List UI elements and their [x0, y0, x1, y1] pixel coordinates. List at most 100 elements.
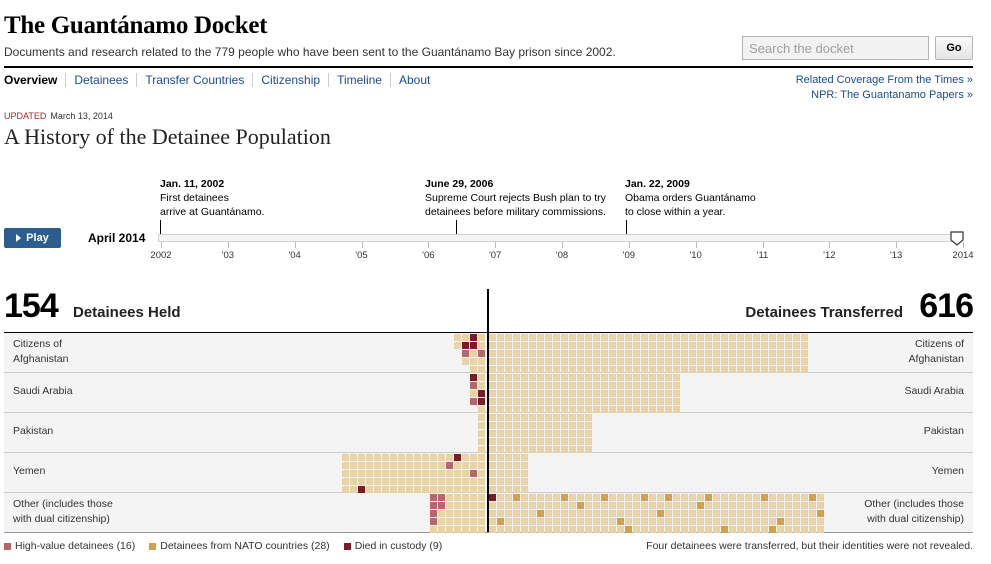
- detainee-cell[interactable]: [446, 470, 453, 477]
- detainee-cell[interactable]: [737, 358, 744, 365]
- detainee-cell[interactable]: [753, 350, 760, 357]
- detainee-cell[interactable]: [513, 446, 520, 453]
- detainee-cell[interactable]: [697, 334, 704, 341]
- detainee-cell[interactable]: [585, 502, 592, 509]
- nav-citizenship[interactable]: Citizenship: [252, 73, 328, 87]
- detainee-cell[interactable]: [430, 502, 437, 509]
- detainee-cell[interactable]: [505, 382, 512, 389]
- detainee-cell[interactable]: [801, 510, 808, 517]
- detainee-cell[interactable]: [430, 454, 437, 461]
- detainee-cell[interactable]: [713, 510, 720, 517]
- detainee-cell[interactable]: [657, 366, 664, 373]
- detainee-cell[interactable]: [673, 342, 680, 349]
- detainee-cell[interactable]: [665, 350, 672, 357]
- detainee-cell[interactable]: [625, 494, 632, 501]
- detainee-cell[interactable]: [537, 510, 544, 517]
- detainee-cell[interactable]: [505, 518, 512, 525]
- detainee-cell[interactable]: [649, 342, 656, 349]
- detainee-cell[interactable]: [521, 382, 528, 389]
- detainee-cell[interactable]: [382, 486, 389, 493]
- detainee-cell[interactable]: [673, 502, 680, 509]
- detainee-cell[interactable]: [745, 518, 752, 525]
- detainee-cell[interactable]: [521, 406, 528, 413]
- detainee-cell[interactable]: [478, 518, 485, 525]
- related-coverage-link[interactable]: Related Coverage From the Times »: [795, 74, 973, 86]
- detainee-cell[interactable]: [609, 406, 616, 413]
- detainee-cell[interactable]: [569, 382, 576, 389]
- detainee-cell[interactable]: [721, 334, 728, 341]
- detainee-cell[interactable]: [470, 470, 477, 477]
- detainee-cell[interactable]: [601, 398, 608, 405]
- detainee-cell[interactable]: [553, 502, 560, 509]
- detainee-cell[interactable]: [625, 518, 632, 525]
- detainee-cell[interactable]: [358, 454, 365, 461]
- detainee-cell[interactable]: [497, 342, 504, 349]
- detainee-cell[interactable]: [609, 502, 616, 509]
- detainee-cell[interactable]: [478, 510, 485, 517]
- detainee-cell[interactable]: [633, 398, 640, 405]
- detainee-cell[interactable]: [657, 510, 664, 517]
- detainee-cell[interactable]: [641, 382, 648, 389]
- detainee-cell[interactable]: [617, 398, 624, 405]
- detainee-cell[interactable]: [398, 462, 405, 469]
- detainee-cell[interactable]: [657, 382, 664, 389]
- detainee-cell[interactable]: [601, 382, 608, 389]
- detainee-cell[interactable]: [478, 398, 485, 405]
- detainee-cell[interactable]: [553, 526, 560, 533]
- detainee-cell[interactable]: [721, 510, 728, 517]
- detainee-cell[interactable]: [561, 398, 568, 405]
- detainee-cell[interactable]: [681, 518, 688, 525]
- detainee-cell[interactable]: [585, 494, 592, 501]
- detainee-cell[interactable]: [761, 366, 768, 373]
- detainee-cell[interactable]: [569, 334, 576, 341]
- detainee-cell[interactable]: [817, 510, 824, 517]
- detainee-cell[interactable]: [625, 390, 632, 397]
- detainee-cell[interactable]: [673, 374, 680, 381]
- detainee-cell[interactable]: [537, 398, 544, 405]
- detainee-cell[interactable]: [390, 486, 397, 493]
- detainee-cell[interactable]: [350, 478, 357, 485]
- detainee-cell[interactable]: [470, 502, 477, 509]
- detainee-cell[interactable]: [721, 366, 728, 373]
- detainee-cell[interactable]: [617, 366, 624, 373]
- detainee-cell[interactable]: [505, 510, 512, 517]
- detainee-cell[interactable]: [513, 438, 520, 445]
- detainee-cell[interactable]: [478, 494, 485, 501]
- detainee-cell[interactable]: [462, 510, 469, 517]
- detainee-cell[interactable]: [553, 510, 560, 517]
- detainee-cell[interactable]: [414, 462, 421, 469]
- detainee-cell[interactable]: [689, 518, 696, 525]
- detainee-cell[interactable]: [689, 494, 696, 501]
- detainee-cell[interactable]: [374, 462, 381, 469]
- detainee-cell[interactable]: [497, 510, 504, 517]
- detainee-cell[interactable]: [625, 398, 632, 405]
- detainee-cell[interactable]: [665, 382, 672, 389]
- detainee-cell[interactable]: [505, 478, 512, 485]
- detainee-cell[interactable]: [649, 366, 656, 373]
- detainee-cell[interactable]: [513, 334, 520, 341]
- detainee-cell[interactable]: [585, 406, 592, 413]
- detainee-cell[interactable]: [497, 454, 504, 461]
- detainee-cell[interactable]: [569, 518, 576, 525]
- detainee-cell[interactable]: [497, 382, 504, 389]
- detainee-cell[interactable]: [529, 350, 536, 357]
- detainee-cell[interactable]: [446, 494, 453, 501]
- detainee-cell[interactable]: [633, 494, 640, 501]
- detainee-cell[interactable]: [398, 486, 405, 493]
- detainee-cell[interactable]: [537, 438, 544, 445]
- detainee-cell[interactable]: [633, 374, 640, 381]
- detainee-cell[interactable]: [478, 358, 485, 365]
- detainee-cell[interactable]: [390, 470, 397, 477]
- detainee-cell[interactable]: [350, 454, 357, 461]
- detainee-cell[interactable]: [641, 502, 648, 509]
- detainee-cell[interactable]: [801, 518, 808, 525]
- detainee-cell[interactable]: [761, 502, 768, 509]
- detainee-cell[interactable]: [505, 406, 512, 413]
- detainee-cell[interactable]: [398, 470, 405, 477]
- detainee-cell[interactable]: [529, 510, 536, 517]
- nav-detainees[interactable]: Detainees: [65, 73, 136, 87]
- detainee-cell[interactable]: [561, 406, 568, 413]
- detainee-cell[interactable]: [577, 494, 584, 501]
- detainee-cell[interactable]: [801, 334, 808, 341]
- detainee-cell[interactable]: [521, 462, 528, 469]
